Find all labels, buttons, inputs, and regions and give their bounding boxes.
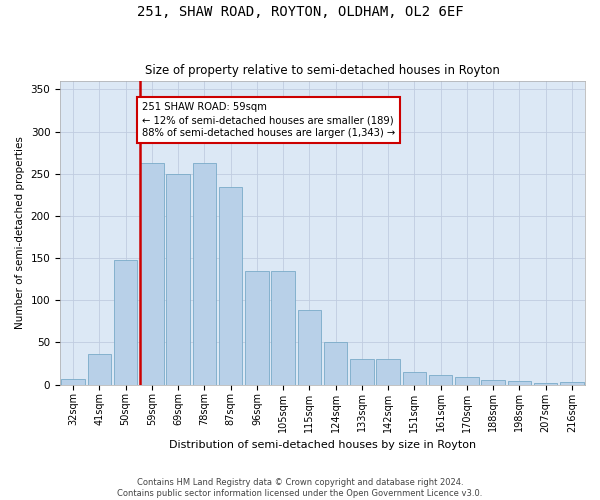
Bar [534,383,557,384]
Title: Size of property relative to semi-detached houses in Royton: Size of property relative to semi-detach… [145,64,500,77]
Text: 251, SHAW ROAD, ROYTON, OLDHAM, OL2 6EF: 251, SHAW ROAD, ROYTON, OLDHAM, OL2 6EF [137,5,463,19]
Bar [560,382,584,384]
Bar [219,187,242,384]
Bar [298,310,321,384]
Bar [245,271,269,384]
Bar [140,163,164,384]
Bar [481,380,505,384]
Text: 251 SHAW ROAD: 59sqm
← 12% of semi-detached houses are smaller (189)
88% of semi: 251 SHAW ROAD: 59sqm ← 12% of semi-detac… [142,102,395,139]
Bar [508,382,531,384]
Bar [88,354,111,384]
Bar [429,374,452,384]
Bar [350,360,374,384]
Bar [61,378,85,384]
Bar [271,271,295,384]
Bar [376,360,400,384]
Bar [403,372,426,384]
Text: Contains HM Land Registry data © Crown copyright and database right 2024.
Contai: Contains HM Land Registry data © Crown c… [118,478,482,498]
Bar [114,260,137,384]
Bar [193,163,216,384]
Bar [455,377,479,384]
Y-axis label: Number of semi-detached properties: Number of semi-detached properties [15,136,25,329]
Bar [324,342,347,384]
Bar [166,174,190,384]
X-axis label: Distribution of semi-detached houses by size in Royton: Distribution of semi-detached houses by … [169,440,476,450]
